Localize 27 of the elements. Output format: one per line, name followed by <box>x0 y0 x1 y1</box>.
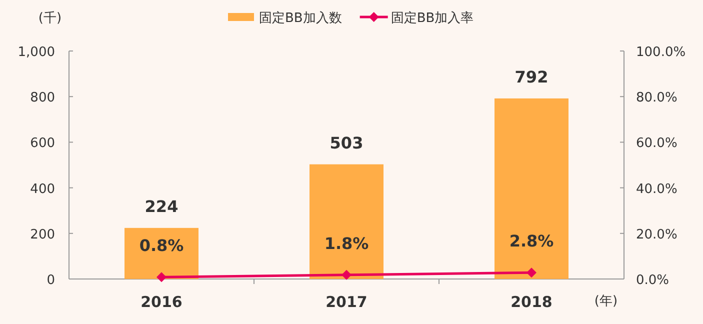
data-label: 2.8% <box>509 232 554 251</box>
y2-tick-label: 60.0% <box>636 136 678 152</box>
legend-label: 固定BB加入数 <box>259 11 342 26</box>
y2-tick-label: 20.0% <box>636 227 678 242</box>
data-label: 503 <box>330 133 364 152</box>
y2-tick-label: 40.0% <box>636 182 678 197</box>
x-tick-label: 2018 <box>510 293 552 311</box>
data-label: 0.8% <box>139 236 184 256</box>
x-axis-title: (年) <box>594 294 618 309</box>
x-tick-label: 2016 <box>140 293 182 311</box>
y-tick-label: 800 <box>30 90 55 106</box>
y2-tick-label: 100.0% <box>636 45 686 60</box>
data-label: 224 <box>144 196 178 216</box>
y-tick-label: 400 <box>30 182 55 197</box>
x-tick-label: 2017 <box>326 293 368 311</box>
legend-label: 固定BB加入率 <box>390 10 474 26</box>
y-tick-label: 200 <box>30 227 55 242</box>
data-label: 792 <box>514 67 548 86</box>
bar <box>310 164 384 279</box>
y-tick-label: 1,000 <box>18 45 55 60</box>
y-tick-label: 0 <box>46 273 55 288</box>
bar <box>494 98 568 279</box>
y2-tick-label: 0.0% <box>636 273 670 288</box>
y2-tick-label: 80.0% <box>636 90 678 106</box>
y-axis-title: (千) <box>38 11 62 26</box>
y-tick-label: 600 <box>30 136 55 152</box>
data-label: 1.8% <box>324 234 369 253</box>
